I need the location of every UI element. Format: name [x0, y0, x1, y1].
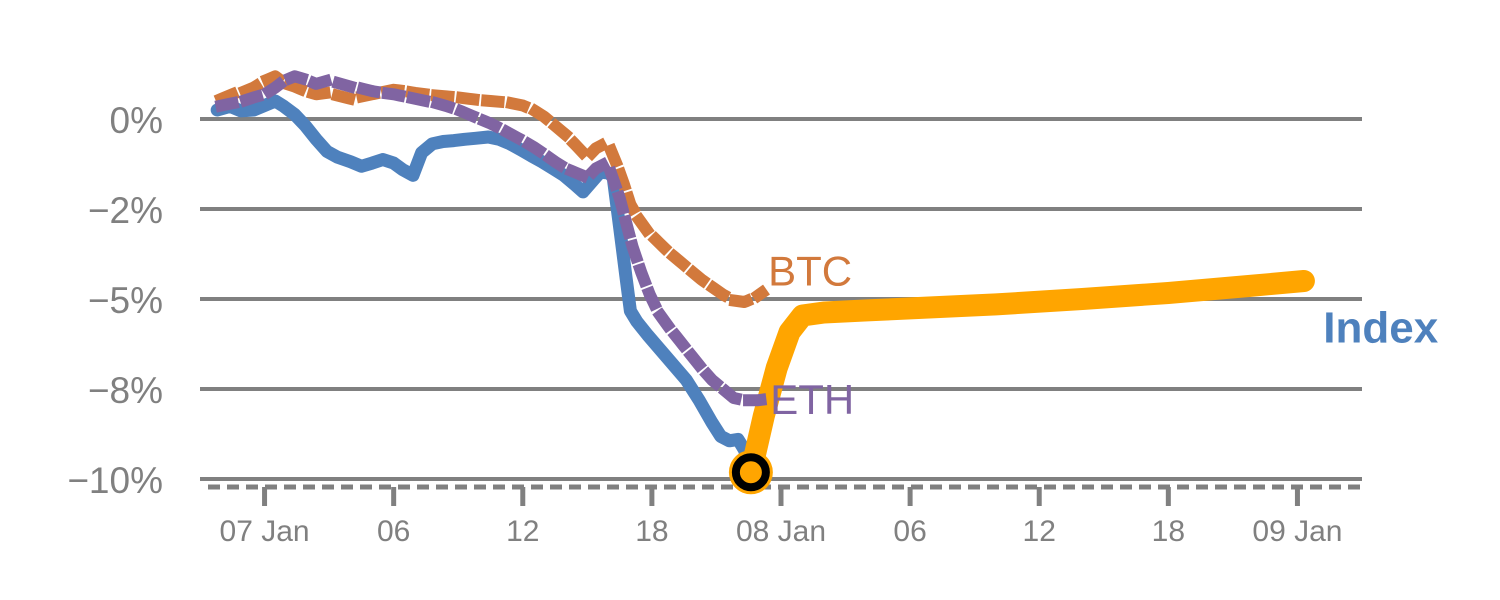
x-tick-mark-group	[262, 487, 1300, 506]
low-point-marker[interactable]	[731, 453, 770, 492]
gridline-group	[200, 117, 1362, 481]
series-line-index-recovery	[739, 270, 1315, 484]
y-axis-tick-label-group: 0% −2% −5% −8% −10%	[67, 100, 163, 501]
y-tick-label-2: −5%	[88, 280, 163, 321]
x-axis-tick-label-group: 07 Jan 06 12 18 08 Jan 06 12 18 09 Jan	[220, 515, 1343, 548]
x-tick-label-5: 06	[893, 515, 926, 548]
x-tick-label-6: 12	[1023, 515, 1056, 548]
series-label-layer: Index BTC ETH	[768, 248, 1439, 423]
series-line-eth	[214, 70, 775, 407]
series-label-eth: ETH	[770, 376, 854, 423]
x-tick-label-8: 09 Jan	[1252, 515, 1342, 548]
x-tick-label-3: 18	[635, 515, 668, 548]
x-tick-label-7: 18	[1152, 515, 1185, 548]
annotation-layer	[728, 450, 773, 495]
x-tick-label-1: 06	[377, 515, 410, 548]
series-label-btc: BTC	[768, 248, 852, 295]
series-line-btc	[213, 70, 770, 308]
series-line-index	[210, 94, 758, 479]
series-label-index: Index	[1323, 304, 1438, 353]
x-tick-label-2: 12	[506, 515, 539, 548]
x-tick-label-4: 08 Jan	[736, 515, 826, 548]
y-tick-label-0: 0%	[110, 100, 163, 141]
x-tick-label-0: 07 Jan	[220, 515, 310, 548]
series-layer	[210, 70, 1315, 484]
y-tick-label-1: −2%	[88, 190, 163, 231]
y-tick-label-4: −10%	[67, 460, 163, 501]
y-tick-label-3: −8%	[88, 370, 163, 411]
